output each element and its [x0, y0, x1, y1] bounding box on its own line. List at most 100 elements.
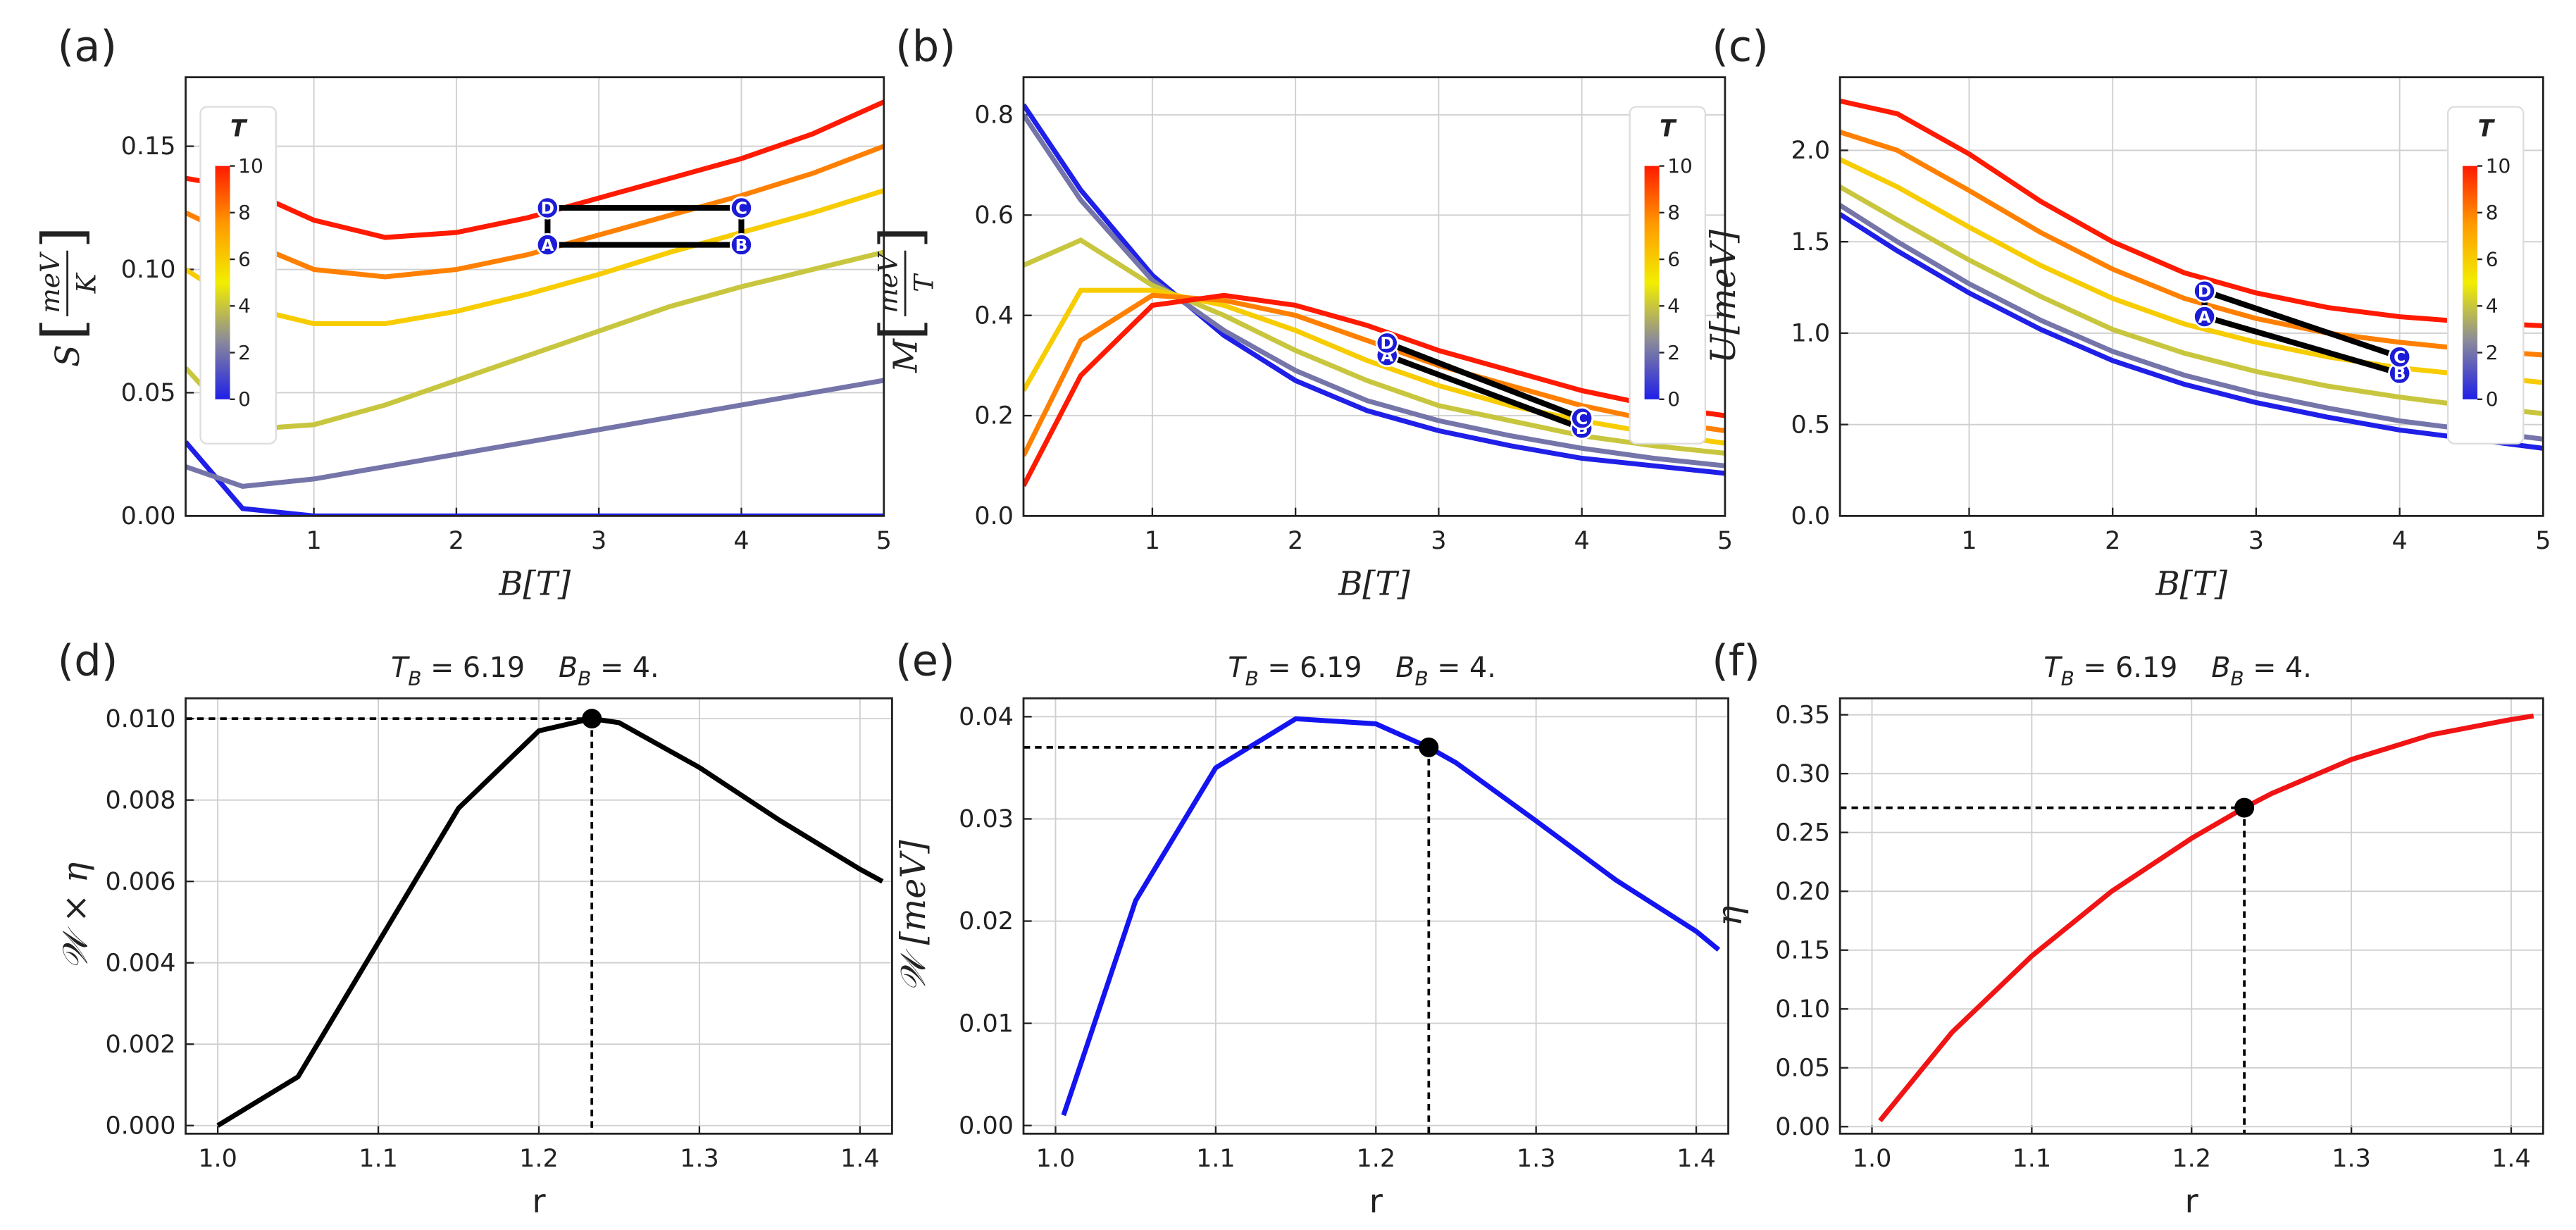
y-label-bracket: ]	[868, 227, 933, 249]
marker	[2234, 797, 2255, 818]
colorbar-tick-label: 0	[2486, 387, 2499, 411]
y-label-symbol: M	[886, 338, 924, 373]
x-axis-label: r	[2185, 1182, 2199, 1220]
y-label-bracket: [	[30, 318, 96, 340]
y-tick-label: 0.25	[1775, 819, 1830, 847]
y-tick-label: 0.03	[959, 805, 1014, 833]
x-tick-label: 1.4	[840, 1145, 880, 1173]
series-line	[1023, 292, 1725, 487]
panel-label: (e)	[895, 637, 955, 686]
colorbar-tick-label: 6	[1667, 247, 1680, 271]
panel: 1 2 3 4 5 0.00 0.05 0.10 0.15 (a) B[T] S [meV K] A BC D T…	[30, 22, 892, 602]
series-line	[185, 249, 884, 433]
colorbar-tick-label: 6	[238, 247, 251, 271]
y-tick-label: 0.20	[1775, 878, 1830, 906]
y-label-denominator: K	[70, 272, 101, 294]
series-line	[185, 144, 884, 280]
x-tick-label: 1	[306, 527, 321, 555]
cycle-label: D	[541, 199, 554, 218]
parameter: BB = 4.	[2211, 652, 2312, 690]
series-line	[185, 378, 884, 489]
y-tick-label: 0.01	[959, 1010, 1014, 1038]
series-line	[1840, 98, 2544, 329]
parameter: BB = 4.	[559, 652, 659, 690]
colorbar-bar	[2463, 166, 2478, 399]
y-tick-label: 0.00	[121, 502, 176, 530]
cycle-point	[1375, 331, 1399, 355]
colorbar-bar	[1644, 166, 1660, 399]
y-axis-label: 𝒲 × η	[56, 862, 96, 970]
cycle-label: B	[735, 236, 748, 255]
frame	[1838, 697, 2544, 1135]
param-value: = 6.19	[422, 652, 525, 684]
y-axis-label: M[meV T]	[868, 227, 940, 373]
param-value: = 4.	[591, 652, 659, 684]
colorbar-tick-label: 2	[2486, 341, 2499, 364]
param-value: = 4.	[1429, 652, 1496, 684]
frame	[1022, 697, 1729, 1135]
colorbar-tick-label: 4	[2486, 294, 2499, 318]
param-value: = 4.	[2244, 652, 2312, 684]
y-tick-label: 0.0	[974, 502, 1014, 530]
y-tick-label: 0.008	[105, 786, 175, 814]
y-tick-label: 0.15	[121, 132, 176, 161]
series-line	[185, 99, 884, 240]
panel-label: (a)	[58, 22, 117, 71]
colorbar-tick-label: 2	[238, 341, 251, 364]
y-tick-label: 0.004	[105, 949, 175, 977]
series-line	[1840, 130, 2544, 358]
plot-content	[1840, 98, 2544, 451]
cycle-label: C	[735, 199, 747, 218]
colorbar-title: T	[230, 116, 248, 142]
series-line	[1023, 287, 1725, 446]
frame	[1838, 76, 2544, 517]
frame	[185, 697, 893, 1135]
y-tick-label: 0.000	[105, 1112, 175, 1140]
colorbar-tick-label: 10	[2486, 154, 2511, 178]
colorbar-tick-label: 2	[1667, 341, 1680, 364]
x-axis-label: B[T]	[498, 564, 571, 602]
cycle-label: A	[541, 236, 554, 255]
y-axis-label: U[meV]	[1703, 229, 1743, 364]
y-tick-label: 1.5	[1791, 228, 1831, 256]
x-tick-label: 1	[1145, 527, 1160, 555]
y-tick-label: 0.010	[105, 705, 175, 733]
param-var: B	[2211, 652, 2230, 684]
colorbar-tick-label: 8	[1667, 201, 1680, 224]
cycle-point	[729, 232, 754, 257]
y-tick-label: 0.2	[974, 402, 1014, 430]
y-tick-label: 1.0	[1791, 320, 1831, 348]
marker	[1419, 737, 1439, 757]
y-label-bracket: [	[868, 318, 933, 340]
colorbar-tick-label: 10	[238, 154, 263, 178]
series-line	[1840, 212, 2544, 451]
param-var: B	[1395, 652, 1414, 684]
y-axis-label: S [meV K]	[30, 227, 102, 367]
cycle-label: C	[2394, 348, 2406, 367]
y-tick-label: 0.5	[1791, 411, 1831, 439]
param-var: T	[391, 652, 410, 684]
y-tick-label: 2.0	[1791, 137, 1831, 165]
y-tick-label: 0.35	[1775, 701, 1830, 729]
parameter: TB = 6.19	[1228, 652, 1362, 690]
colorbar-bar	[215, 166, 230, 399]
y-tick-label: 0.00	[1775, 1113, 1830, 1141]
x-tick-label: 1.2	[519, 1145, 559, 1173]
param-sub: B	[1245, 667, 1259, 690]
colorbar-tick-label: 10	[1667, 154, 1693, 178]
cycle-label: B	[2394, 364, 2406, 383]
parameter: BB = 4.	[1395, 652, 1496, 690]
param-sub: B	[1414, 667, 1428, 690]
x-tick-label: 2	[449, 527, 464, 555]
x-tick-label: 5	[1717, 527, 1733, 555]
x-tick-label: 2	[2105, 527, 2120, 555]
y-axis-label: 𝒲 [meV]	[893, 839, 933, 992]
series-line	[1840, 185, 2544, 416]
colorbar: T 0 2 4 6 8 10	[2446, 106, 2525, 445]
colorbar-tick-label: 0	[1667, 387, 1680, 411]
x-tick-label: 2	[1288, 527, 1303, 555]
series-line	[1840, 157, 2544, 385]
cycle-point	[2193, 304, 2217, 329]
param-var: T	[2043, 652, 2062, 684]
